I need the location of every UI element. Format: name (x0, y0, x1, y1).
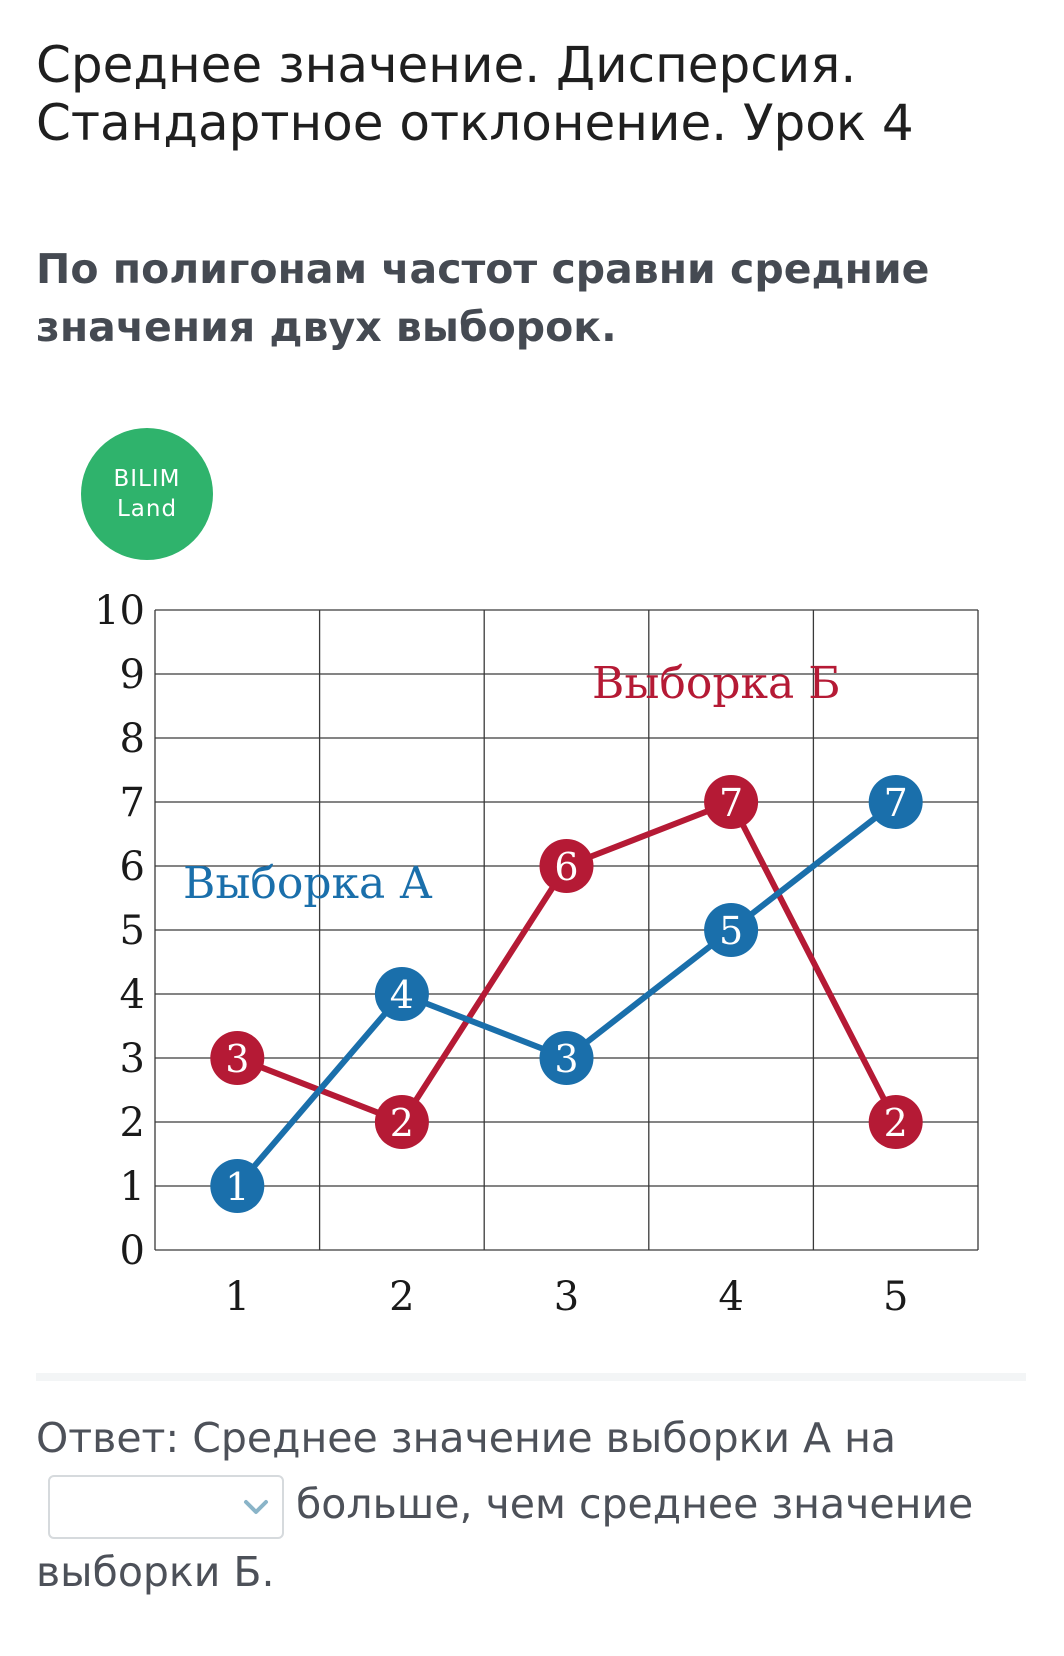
x-tick-label: 5 (883, 1274, 908, 1320)
data-label: 3 (225, 1037, 249, 1081)
x-tick-label: 2 (389, 1274, 414, 1320)
x-tick-label: 4 (718, 1274, 743, 1320)
y-tick-label: 3 (120, 1036, 145, 1082)
x-axis-ticks: 1 2 3 4 5 (225, 1274, 909, 1320)
data-point-marker (210, 1031, 265, 1085)
data-label: 7 (719, 781, 743, 825)
data-point-marker (704, 903, 759, 957)
chart-grid (154, 609, 979, 1251)
divider (36, 1373, 1026, 1381)
answer-prefix: Ответ: Среднее значение выборки А на (36, 1414, 897, 1462)
data-point: 1 (210, 1159, 265, 1213)
data-label: 2 (884, 1101, 908, 1145)
data-label: 4 (390, 973, 414, 1017)
data-point-marker (210, 1159, 265, 1213)
y-axis-ticks: 0 1 2 3 4 5 6 7 8 9 10 (94, 588, 145, 1274)
data-label: 7 (884, 781, 908, 825)
logo-line-2: Land (116, 496, 178, 522)
data-point-marker (539, 839, 594, 893)
data-point: 4 (374, 967, 429, 1021)
data-point-marker (374, 1095, 429, 1149)
bilimland-logo: BILIM Land (81, 428, 213, 560)
data-label: 6 (554, 845, 578, 889)
data-label: 5 (719, 909, 743, 953)
y-tick-label: 8 (120, 716, 145, 762)
data-point: 6 (539, 839, 594, 893)
data-point: 7 (868, 775, 923, 829)
data-point-marker (868, 775, 923, 829)
y-tick-label: 6 (120, 844, 145, 890)
answer-end: выборки Б. (36, 1548, 275, 1596)
chevron-down-icon (244, 1500, 268, 1514)
data-label: 2 (390, 1101, 414, 1145)
data-point-marker (539, 1031, 594, 1085)
y-tick-label: 9 (120, 652, 145, 698)
data-point-marker (374, 967, 429, 1021)
page-title: Среднее значение. Дисперсия. Стандартное… (36, 36, 914, 152)
y-tick-label: 5 (120, 908, 145, 954)
data-point: 5 (704, 903, 759, 957)
data-label: 1 (225, 1165, 249, 1209)
data-point: 2 (374, 1095, 429, 1149)
series-labels: Выборка А Выборка Б (183, 658, 841, 909)
data-point: 7 (704, 775, 759, 829)
y-tick-label: 7 (120, 780, 145, 826)
y-tick-label: 2 (120, 1100, 145, 1146)
question-text: По полигонам частот сравни средние значе… (36, 245, 930, 351)
answer-block: Ответ: Среднее значение выборки А на бол… (36, 1405, 1036, 1605)
data-point: 3 (539, 1031, 594, 1085)
series-points: 3 2 6 7 2 1 4 3 5 7 (210, 775, 923, 1213)
data-point: 2 (868, 1095, 923, 1149)
y-tick-label: 4 (120, 972, 145, 1018)
data-point-marker (704, 775, 759, 829)
x-tick-label: 3 (554, 1274, 579, 1320)
y-tick-label: 0 (120, 1228, 145, 1274)
data-label: 3 (554, 1037, 578, 1081)
y-tick-label: 10 (94, 588, 145, 634)
y-tick-label: 1 (120, 1164, 145, 1210)
series-label-b: Выборка Б (592, 658, 841, 709)
series-label-a: Выборка А (183, 858, 433, 909)
x-tick-label: 1 (225, 1274, 250, 1320)
data-point: 3 (210, 1031, 265, 1085)
difference-select[interactable] (48, 1475, 284, 1539)
answer-suffix: больше, чем среднее значение (296, 1480, 974, 1528)
data-point-marker (868, 1095, 923, 1149)
logo-line-1: BILIM (113, 466, 181, 492)
